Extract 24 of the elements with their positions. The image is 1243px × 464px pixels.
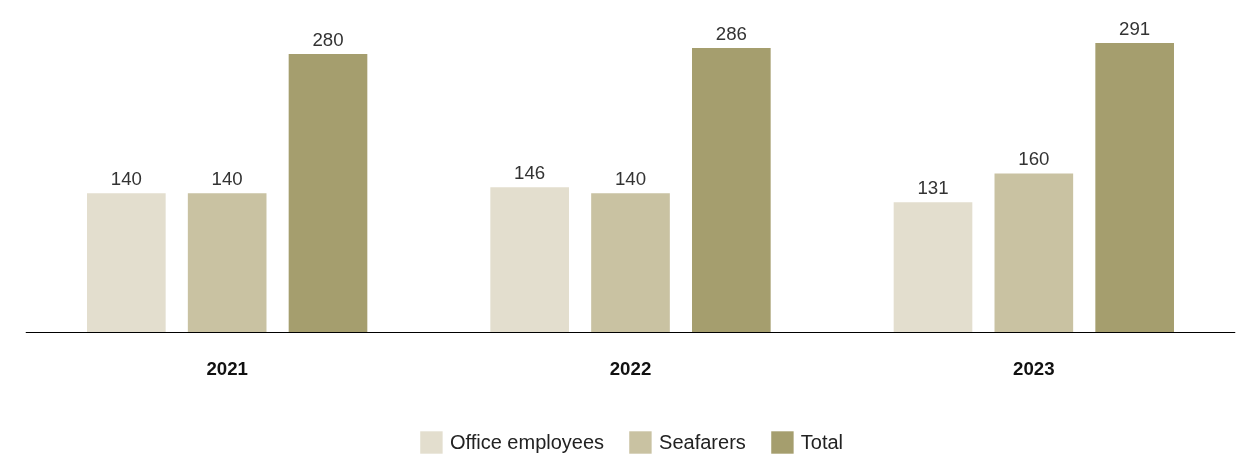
bar bbox=[893, 202, 973, 333]
data-label: 140 bbox=[614, 168, 647, 190]
x-tick-label: 2021 bbox=[206, 358, 248, 379]
data-label: 140 bbox=[110, 168, 142, 190]
x-tick-label: 2022 bbox=[609, 358, 652, 379]
bar bbox=[692, 48, 771, 333]
data-label: 280 bbox=[312, 29, 344, 51]
data-label: 131 bbox=[917, 177, 949, 199]
data-label: 160 bbox=[1018, 148, 1050, 170]
bar bbox=[87, 193, 166, 333]
bar bbox=[187, 193, 267, 333]
bar bbox=[1095, 43, 1174, 333]
legend-label: Office employees bbox=[449, 430, 605, 454]
data-label: 286 bbox=[715, 23, 747, 45]
legend-label: Seafarers bbox=[659, 430, 746, 454]
data-label: 140 bbox=[211, 168, 243, 190]
data-label: 146 bbox=[514, 162, 546, 184]
data-label: 291 bbox=[1119, 18, 1151, 40]
bar bbox=[288, 54, 368, 333]
legend-label: Total bbox=[800, 430, 844, 454]
bar bbox=[490, 187, 569, 333]
bar bbox=[994, 173, 1074, 333]
bar bbox=[591, 193, 670, 333]
x-tick-label: 2023 bbox=[1013, 358, 1055, 379]
